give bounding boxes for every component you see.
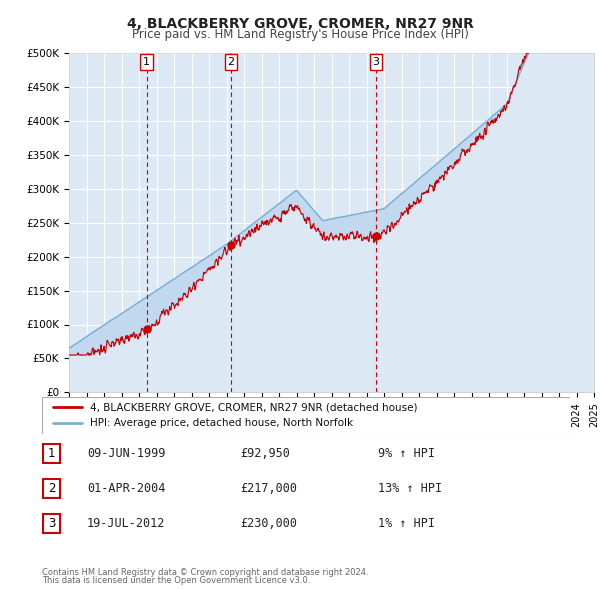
Text: 3: 3: [373, 57, 380, 67]
Text: £92,950: £92,950: [240, 447, 290, 460]
Text: 1% ↑ HPI: 1% ↑ HPI: [378, 517, 435, 530]
Text: 01-APR-2004: 01-APR-2004: [87, 482, 166, 495]
Text: 09-JUN-1999: 09-JUN-1999: [87, 447, 166, 460]
Text: 3: 3: [48, 517, 55, 530]
Text: 19-JUL-2012: 19-JUL-2012: [87, 517, 166, 530]
Text: This data is licensed under the Open Government Licence v3.0.: This data is licensed under the Open Gov…: [42, 576, 310, 585]
Text: £230,000: £230,000: [240, 517, 297, 530]
Text: Price paid vs. HM Land Registry's House Price Index (HPI): Price paid vs. HM Land Registry's House …: [131, 28, 469, 41]
Text: 1: 1: [143, 57, 150, 67]
Text: 13% ↑ HPI: 13% ↑ HPI: [378, 482, 442, 495]
Text: £217,000: £217,000: [240, 482, 297, 495]
Text: 4, BLACKBERRY GROVE, CROMER, NR27 9NR (detached house): 4, BLACKBERRY GROVE, CROMER, NR27 9NR (d…: [89, 402, 417, 412]
Text: 9% ↑ HPI: 9% ↑ HPI: [378, 447, 435, 460]
Text: Contains HM Land Registry data © Crown copyright and database right 2024.: Contains HM Land Registry data © Crown c…: [42, 568, 368, 577]
Text: 4, BLACKBERRY GROVE, CROMER, NR27 9NR: 4, BLACKBERRY GROVE, CROMER, NR27 9NR: [127, 17, 473, 31]
Text: HPI: Average price, detached house, North Norfolk: HPI: Average price, detached house, Nort…: [89, 418, 353, 428]
Text: 2: 2: [48, 482, 55, 495]
Text: 2: 2: [227, 57, 235, 67]
Text: 1: 1: [48, 447, 55, 460]
